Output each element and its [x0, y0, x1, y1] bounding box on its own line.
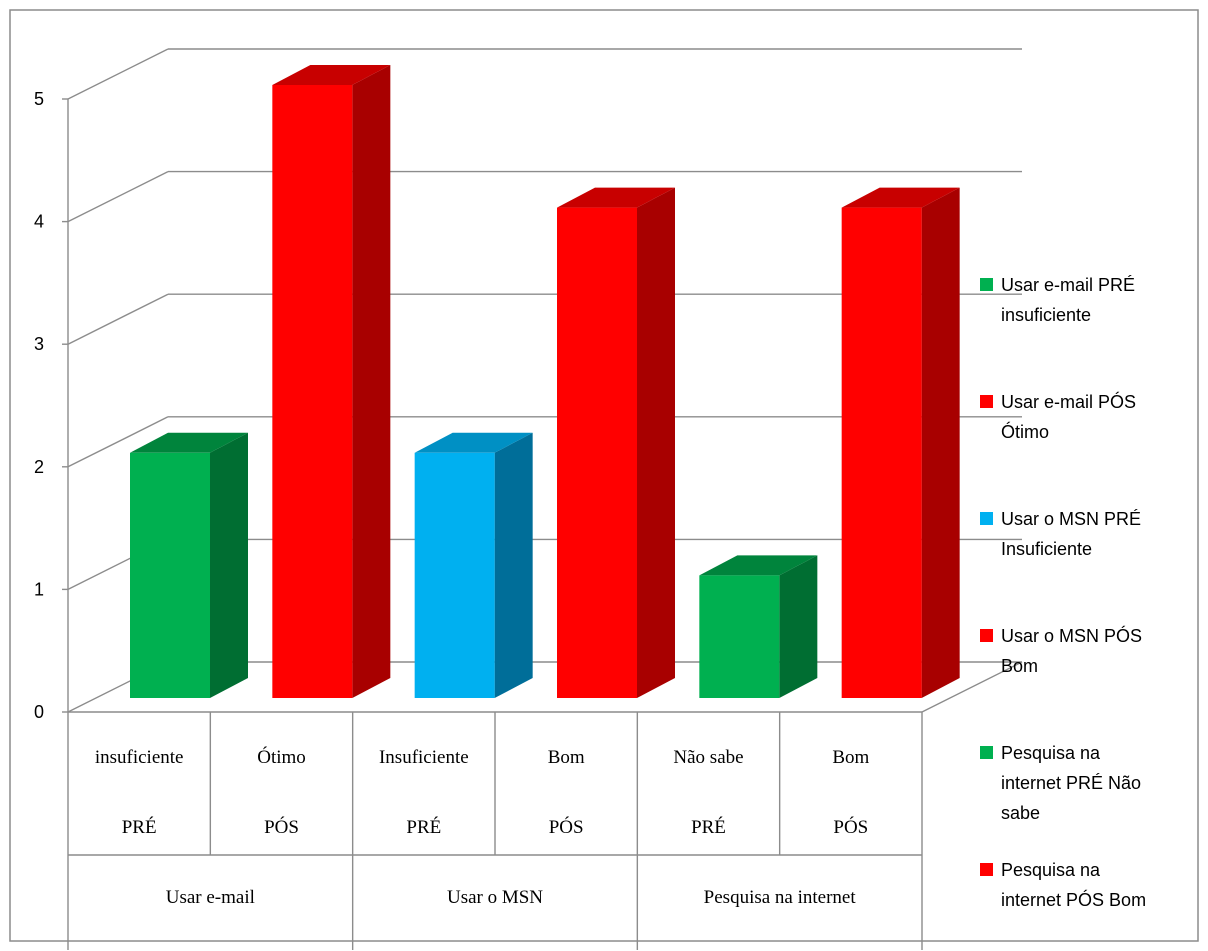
- y-tick-label: 4: [34, 212, 44, 232]
- bar-top: [841, 187, 960, 208]
- legend-swatch: [980, 278, 993, 291]
- y-tick-label: 0: [34, 702, 44, 722]
- phase-label: PÓS: [264, 816, 299, 838]
- legend-label-line: Usar o MSN PÓS: [1001, 625, 1142, 646]
- side-wall-gridline: [67, 48, 169, 100]
- bar-side: [637, 187, 675, 698]
- legend-label-line: Ótimo: [1001, 421, 1049, 442]
- bars: [130, 65, 960, 698]
- bar-side: [494, 432, 533, 698]
- bar-top: [130, 432, 248, 453]
- legend-item: Usar o MSN PÓS Bom: [980, 625, 1142, 676]
- y-tick-label: 5: [34, 89, 44, 109]
- y-tick-label: 3: [34, 334, 44, 354]
- group-label: Usar e-mail: [166, 887, 255, 908]
- legend-label-line: Pesquisa na: [1001, 743, 1101, 763]
- legend-swatch: [980, 629, 993, 642]
- bar-front: [272, 85, 353, 698]
- bar-side: [921, 187, 960, 698]
- bar: [130, 432, 248, 698]
- bar-top: [557, 187, 675, 208]
- bar-front: [130, 452, 210, 698]
- legend-swatch: [980, 512, 993, 525]
- bar: [841, 187, 960, 698]
- bar-top: [272, 65, 391, 85]
- legend-label: Usar o MSN PÓS Bom: [1001, 625, 1142, 676]
- legend-label: Pesquisa na internet PÓS Bom: [1001, 860, 1146, 910]
- bar-front: [841, 207, 922, 698]
- legend-label-line: Pesquisa na: [1001, 860, 1101, 880]
- bar: [414, 432, 533, 698]
- side-wall-gridline: [67, 293, 169, 345]
- side-wall-gridline: [67, 416, 169, 468]
- bar: [699, 555, 818, 698]
- legend-label-line: Usar e-mail PÓS: [1001, 391, 1136, 412]
- legend-label-line: insuficiente: [1001, 305, 1091, 325]
- legend-label: Usar e-mail PÓS Ótimo: [1001, 391, 1136, 442]
- legend-label: Usar e-mail PRÉ insuficiente: [1001, 275, 1135, 325]
- legend-label-line: Usar o MSN PRÉ: [1001, 509, 1141, 529]
- legend-label-line: Usar e-mail PRÉ: [1001, 275, 1135, 295]
- bar-front: [699, 575, 780, 698]
- bar-side: [779, 555, 818, 698]
- bar-side: [210, 432, 248, 698]
- phase-label: PÓS: [549, 816, 584, 838]
- side-wall-gridline: [67, 170, 169, 223]
- legend-item: Usar e-mail PRÉ insuficiente: [980, 275, 1135, 325]
- y-tick-label: 1: [34, 579, 44, 599]
- bar-front: [414, 452, 495, 698]
- legend-label-line: internet PRÉ Não: [1001, 773, 1141, 793]
- group-label: Pesquisa na internet: [704, 887, 857, 908]
- legend-item: Pesquisa na internet PRÉ Não sabe: [980, 743, 1141, 823]
- phase-label: PRÉ: [406, 816, 441, 838]
- y-tick-label: 2: [34, 457, 44, 477]
- legend-swatch: [980, 863, 993, 876]
- bar: [557, 187, 675, 698]
- legend-label: Usar o MSN PRÉ Insuficiente: [1001, 509, 1141, 559]
- legend-label-line: sabe: [1001, 803, 1040, 823]
- category-label: Ótimo: [257, 746, 306, 768]
- bar-side: [352, 65, 391, 698]
- category-label: Insuficiente: [379, 747, 469, 768]
- legend-label-line: internet PÓS Bom: [1001, 889, 1146, 910]
- category-label: insuficiente: [95, 747, 184, 768]
- legend-label-line: Insuficiente: [1001, 539, 1092, 559]
- bar: [272, 65, 391, 698]
- category-label: Bom: [548, 747, 585, 768]
- bar-front: [557, 207, 637, 698]
- group-label: Usar o MSN: [447, 887, 543, 908]
- legend-item: Usar e-mail PÓS Ótimo: [980, 391, 1136, 442]
- category-table: insuficiente Ótimo Insuficiente Bom Não sabe…: [67, 712, 923, 950]
- legend-item: Pesquisa na internet PÓS Bom: [980, 860, 1146, 910]
- legend-item: Usar o MSN PRÉ Insuficiente: [980, 509, 1141, 559]
- legend-swatch: [980, 746, 993, 759]
- category-label: Não sabe: [673, 747, 743, 768]
- legend-swatch: [980, 395, 993, 408]
- category-label: Bom: [832, 747, 869, 768]
- floor-right-edge: [921, 661, 1023, 713]
- bar-top: [414, 432, 533, 453]
- bar-top: [699, 555, 818, 576]
- phase-label: PRÉ: [691, 816, 726, 838]
- phase-label: PRÉ: [122, 816, 157, 838]
- phase-label: PÓS: [833, 816, 868, 838]
- legend-label-line: Bom: [1001, 656, 1038, 676]
- legend-label: Pesquisa na internet PRÉ Não sabe: [1001, 743, 1141, 823]
